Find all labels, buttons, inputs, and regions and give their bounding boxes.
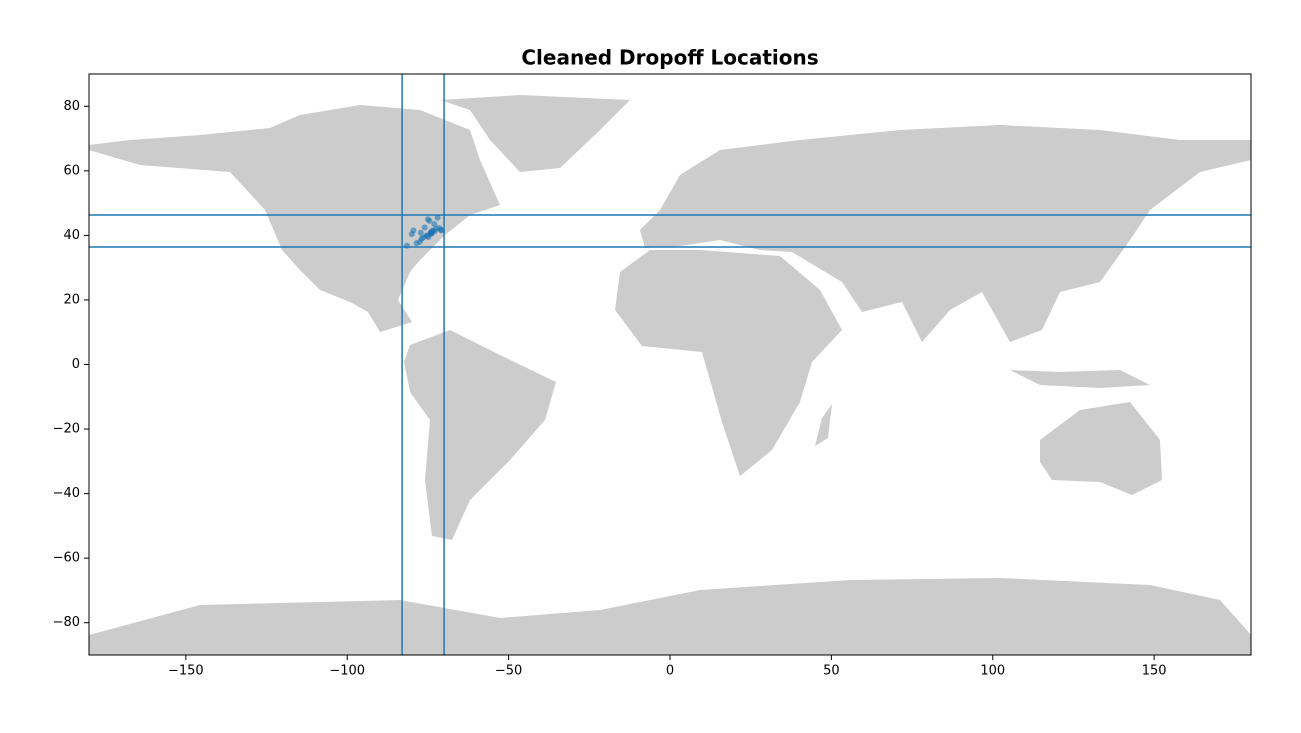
y-tick-label: −80 (53, 615, 80, 630)
land (440, 95, 630, 172)
point (434, 214, 441, 221)
plot-area (89, 74, 1251, 655)
land (640, 125, 1251, 342)
point (421, 224, 428, 231)
point (425, 234, 432, 241)
y-tick-label: 20 (63, 292, 80, 307)
point (408, 231, 415, 238)
y-tick-label: 40 (63, 228, 80, 243)
x-tick-label: −100 (329, 664, 365, 679)
land (1040, 402, 1162, 495)
x-tick-label: −50 (495, 664, 522, 679)
y-tick-label: 80 (63, 99, 80, 114)
land (89, 105, 500, 332)
x-tick-label: −150 (168, 664, 204, 679)
x-tick-label: 100 (980, 664, 1005, 679)
y-tick-label: 60 (63, 163, 80, 178)
land (1010, 370, 1150, 388)
land (89, 578, 1251, 655)
land (815, 404, 832, 446)
y-tick-label: −60 (53, 551, 80, 566)
chart-title: Cleaned Dropoff Locations (521, 46, 818, 70)
x-tick-label: 50 (823, 664, 840, 679)
point (413, 240, 420, 247)
land (615, 250, 842, 476)
point (417, 229, 424, 236)
point (438, 227, 445, 234)
y-tick-label: −20 (53, 422, 80, 437)
point (403, 242, 410, 249)
point (431, 221, 438, 228)
x-tick-label: 0 (666, 664, 674, 679)
land (404, 330, 556, 540)
y-tick-label: 0 (72, 357, 80, 372)
x-tick-label: 150 (1142, 664, 1167, 679)
point (424, 216, 431, 223)
y-tick-label: −40 (53, 486, 80, 501)
world-map (89, 95, 1251, 655)
